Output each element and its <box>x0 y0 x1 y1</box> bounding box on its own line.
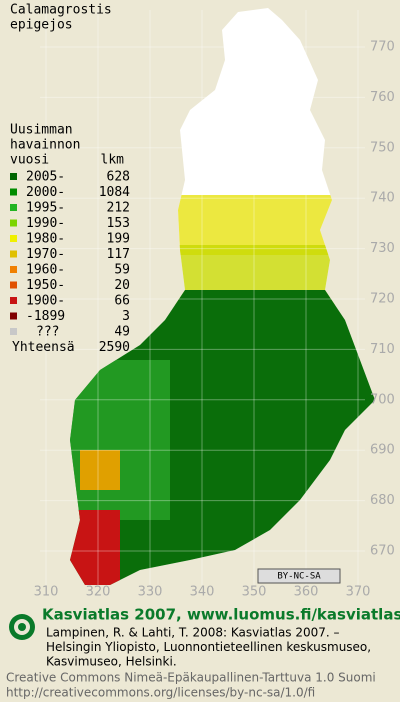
legend-header: vuosi <box>10 153 49 168</box>
y-tick-label: 750 <box>370 140 395 155</box>
legend-count: 199 <box>107 232 130 247</box>
legend-label: 1990- <box>26 216 65 231</box>
legend-swatch <box>10 204 17 211</box>
legend-label: 1995- <box>26 201 65 216</box>
legend-swatch <box>10 173 17 180</box>
y-tick-label: 770 <box>370 40 395 55</box>
y-tick-label: 710 <box>370 342 395 357</box>
citation: Lampinen, R. & Lahti, T. 2008: Kasviatla… <box>46 626 340 640</box>
citation: Kasvimuseo, Helsinki. <box>46 655 177 669</box>
y-tick-label: 740 <box>370 191 395 206</box>
legend-label: 1960- <box>26 263 65 278</box>
y-tick-label: 720 <box>370 292 395 307</box>
legend-swatch <box>10 188 17 196</box>
license: http://creativecommons.org/licenses/by-n… <box>6 686 315 700</box>
logo <box>9 614 35 640</box>
legend-header: havainnon <box>10 138 80 153</box>
y-tick-label: 690 <box>370 443 395 458</box>
legend-count: 117 <box>107 247 130 262</box>
legend-count: 49 <box>114 325 130 340</box>
x-tick-label: 360 <box>294 585 319 600</box>
legend-count: 628 <box>107 170 130 185</box>
legend-count: 1084 <box>99 185 130 200</box>
legend-label: 2005- <box>26 170 65 185</box>
site: Kasviatlas 2007, www.luomus.fi/kasviatla… <box>42 606 400 624</box>
legend-swatch <box>10 235 17 242</box>
legend-count: 59 <box>114 263 130 278</box>
legend-count: 212 <box>107 201 130 216</box>
legend-swatch <box>10 281 17 289</box>
legend-label: 1970- <box>26 247 65 262</box>
citation: Helsingin Yliopisto, Luonnontieteellinen… <box>46 640 371 654</box>
legend-header: Uusimman <box>10 123 73 138</box>
title: epigejos <box>10 18 73 33</box>
y-tick-label: 680 <box>370 493 395 508</box>
legend-count: 153 <box>107 216 130 231</box>
x-tick-label: 350 <box>242 585 267 600</box>
legend-label: 1980- <box>26 232 65 247</box>
license-badge-box <box>257 568 341 584</box>
title: Calamagrostis <box>10 3 112 18</box>
y-tick-label: 700 <box>370 392 395 407</box>
legend-count: 3 <box>122 309 130 324</box>
legend-label: 1900- <box>26 294 65 309</box>
legend-label: 1950- <box>26 278 65 293</box>
total-label: Yhteensä <box>12 340 75 355</box>
y-tick-label: 760 <box>370 90 395 105</box>
legend-count-header: lkm <box>101 153 125 168</box>
legend-count: 20 <box>114 278 130 293</box>
legend-label: 2000- <box>26 185 65 200</box>
legend-label: ??? <box>36 325 59 340</box>
legend-label: -1899 <box>26 309 65 324</box>
legend-swatch <box>10 297 17 304</box>
legend-swatch <box>10 266 17 273</box>
x-tick-label: 320 <box>86 585 111 600</box>
legend-swatch <box>10 328 17 335</box>
x-tick-label: 370 <box>346 585 371 600</box>
x-tick-label: 330 <box>138 585 163 600</box>
legend-swatch <box>10 312 17 320</box>
x-tick-label: 340 <box>190 585 215 600</box>
x-tick-label: 310 <box>34 585 59 600</box>
license-badge: BY-NC-SA <box>277 572 321 582</box>
total-count: 2590 <box>99 340 130 355</box>
legend-swatch <box>10 219 17 227</box>
y-tick-label: 730 <box>370 241 395 256</box>
legend-count: 66 <box>114 294 130 309</box>
legend-swatch <box>10 250 17 258</box>
y-tick-label: 670 <box>370 544 395 559</box>
license: Creative Commons Nimeä-Epäkaupallinen-Ta… <box>6 671 376 685</box>
